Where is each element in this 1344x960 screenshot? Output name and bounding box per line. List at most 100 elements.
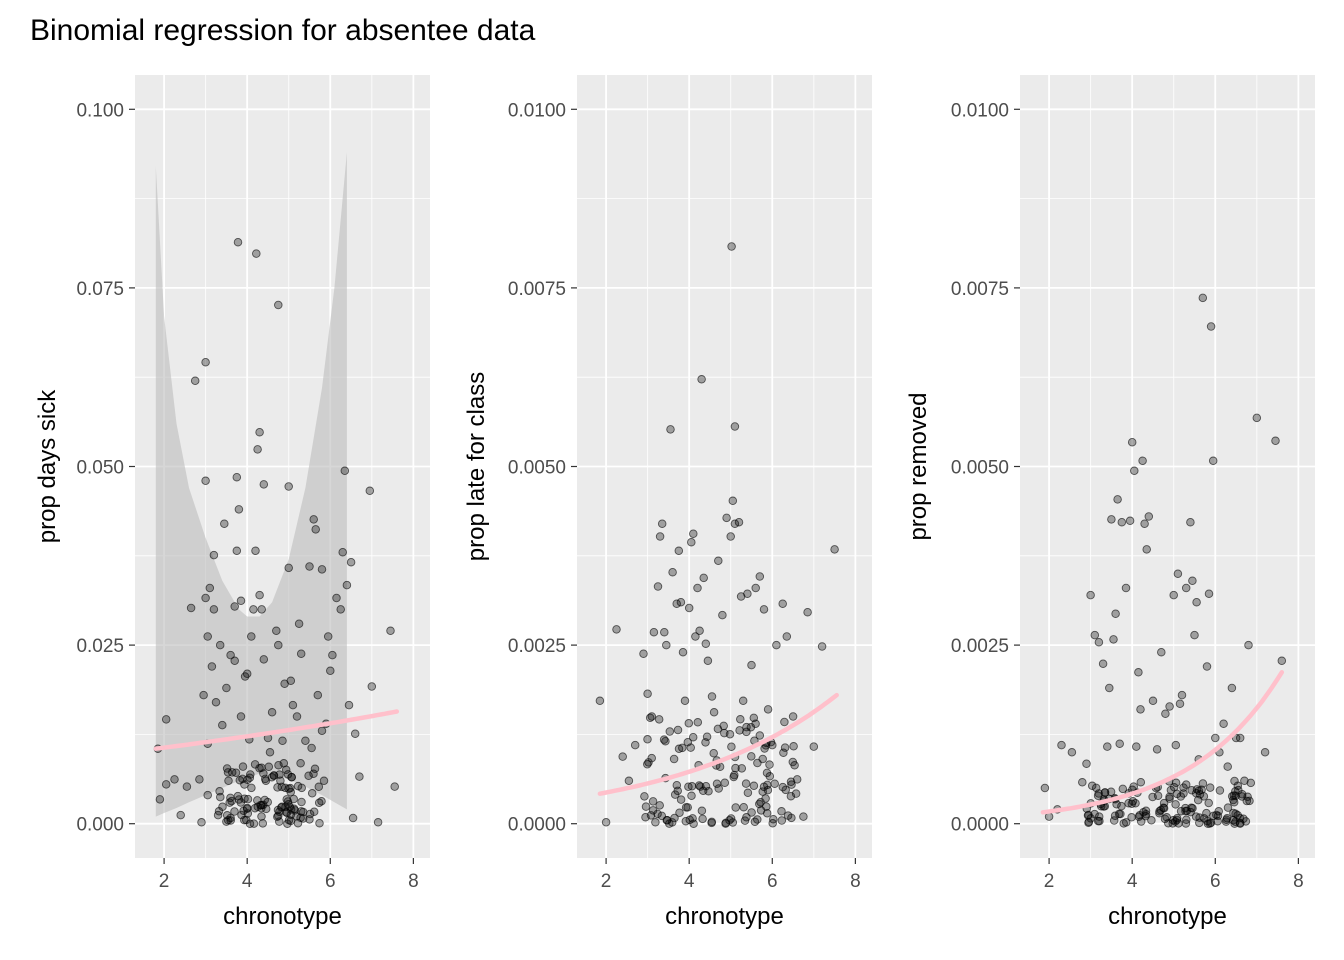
data-point bbox=[1155, 809, 1164, 818]
data-point bbox=[255, 590, 264, 600]
data-point bbox=[772, 640, 781, 650]
data-point bbox=[1260, 748, 1270, 757]
data-point bbox=[666, 425, 675, 434]
data-point bbox=[1134, 668, 1143, 677]
data-point bbox=[719, 721, 728, 731]
data-point bbox=[350, 729, 360, 738]
data-point bbox=[740, 816, 750, 825]
data-point bbox=[786, 791, 796, 801]
data-point bbox=[313, 690, 323, 700]
data-point bbox=[1121, 583, 1131, 593]
data-point bbox=[255, 763, 264, 773]
data-point bbox=[1227, 791, 1237, 801]
data-point bbox=[1271, 436, 1280, 446]
y-axis-label: prop late for class bbox=[463, 372, 490, 561]
data-point bbox=[655, 801, 664, 810]
data-point bbox=[726, 532, 735, 541]
data-point bbox=[348, 813, 358, 823]
data-point bbox=[654, 715, 664, 724]
data-point bbox=[230, 656, 239, 666]
data-point bbox=[1234, 785, 1243, 795]
data-point bbox=[1222, 815, 1231, 825]
data-point bbox=[1115, 739, 1124, 748]
data-point bbox=[1098, 659, 1108, 668]
fit-line bbox=[1040, 670, 1285, 815]
data-point bbox=[344, 700, 354, 710]
data-point bbox=[274, 300, 283, 310]
data-point bbox=[309, 515, 318, 524]
data-point bbox=[697, 375, 706, 384]
data-point bbox=[707, 818, 716, 828]
y-tick-label: 0.0075 bbox=[508, 279, 566, 300]
data-point bbox=[1067, 748, 1077, 757]
data-point bbox=[267, 772, 277, 782]
data-point bbox=[791, 789, 801, 798]
data-point bbox=[209, 605, 219, 614]
data-point bbox=[768, 819, 777, 828]
data-point bbox=[749, 781, 759, 791]
data-point bbox=[698, 814, 707, 824]
data-point bbox=[1117, 801, 1126, 811]
y-tick-label: 0.0050 bbox=[951, 458, 1009, 479]
panel-prop-removed: 2 4 6 8 0.0000 0.0025 0.0050 0.0075 0.0100 chrono… bbox=[905, 75, 1315, 930]
data-point bbox=[296, 758, 305, 768]
data-point bbox=[232, 546, 242, 556]
data-point bbox=[747, 660, 756, 670]
data-point bbox=[739, 802, 748, 812]
panel-prop-days-sick: 2 4 6 8 0.000 0.025 0.050 0.075 0.100 chronotype p… bbox=[34, 75, 430, 930]
data-point bbox=[725, 730, 735, 739]
data-point bbox=[223, 815, 233, 825]
data-point bbox=[340, 466, 350, 476]
data-point bbox=[293, 781, 303, 791]
data-point bbox=[233, 237, 243, 247]
data-point bbox=[665, 727, 675, 736]
data-point bbox=[651, 818, 660, 827]
data-point bbox=[709, 748, 718, 758]
data-point bbox=[226, 816, 235, 825]
data-point bbox=[699, 573, 708, 583]
data-point bbox=[612, 625, 621, 634]
data-point bbox=[305, 809, 315, 819]
data-point bbox=[735, 726, 744, 735]
data-point bbox=[630, 740, 640, 750]
data-point bbox=[222, 683, 231, 693]
data-point bbox=[669, 754, 679, 764]
panel-prop-late-for-class: 2 4 6 8 0.0000 0.0025 0.0050 0.0075 0.0100 chrono… bbox=[463, 75, 872, 930]
data-point bbox=[1057, 740, 1066, 750]
data-point bbox=[215, 640, 225, 650]
data-point bbox=[249, 605, 258, 614]
y-tick-label: 0.0050 bbox=[508, 458, 566, 479]
data-point bbox=[315, 818, 324, 828]
data-point bbox=[263, 797, 272, 807]
data-point bbox=[737, 764, 747, 773]
data-point bbox=[780, 717, 789, 727]
data-point bbox=[1181, 780, 1191, 789]
data-point bbox=[641, 812, 650, 822]
data-point bbox=[643, 689, 652, 698]
data-point bbox=[1175, 699, 1185, 708]
data-point bbox=[230, 807, 239, 816]
data-point bbox=[1118, 784, 1128, 794]
data-point bbox=[1165, 702, 1174, 711]
data-point bbox=[1219, 719, 1228, 728]
data-point bbox=[624, 776, 634, 786]
data-point bbox=[314, 782, 324, 792]
data-point bbox=[201, 593, 210, 603]
data-point bbox=[289, 794, 298, 804]
data-point bbox=[272, 626, 281, 636]
data-point bbox=[1144, 512, 1154, 521]
data-point bbox=[675, 808, 684, 817]
data-point bbox=[242, 669, 252, 678]
data-point bbox=[684, 603, 694, 613]
data-point bbox=[792, 775, 802, 784]
data-point bbox=[660, 627, 669, 637]
data-point bbox=[223, 768, 233, 777]
data-point bbox=[287, 772, 296, 782]
data-point bbox=[307, 789, 317, 798]
data-point bbox=[317, 796, 326, 806]
data-point bbox=[1277, 656, 1287, 666]
data-point bbox=[336, 605, 345, 614]
data-point bbox=[701, 639, 711, 648]
data-point bbox=[390, 782, 399, 791]
data-point bbox=[273, 812, 282, 821]
